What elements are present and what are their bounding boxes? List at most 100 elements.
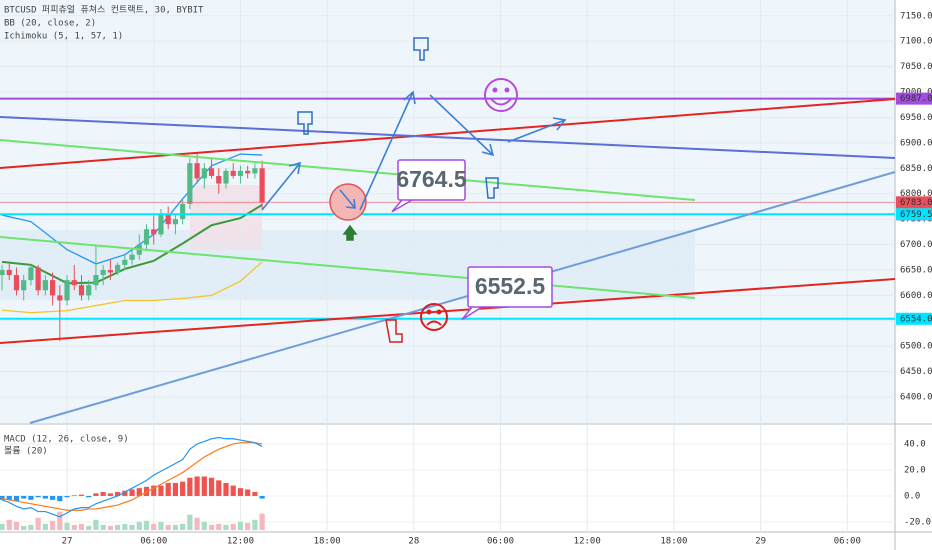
trend-line	[29, 171, 896, 424]
indicator-label: MACD (12, 26, close, 9)	[4, 435, 129, 445]
annotation-box	[397, 159, 466, 201]
histogram-bar	[13, 495, 20, 502]
histogram-bar	[57, 495, 63, 502]
volume-bar	[252, 519, 258, 530]
indicator-label: Ichimoku (5, 1, 57, 1)	[4, 32, 123, 42]
trend-line	[0, 139, 696, 201]
histogram-bar	[107, 493, 113, 496]
candle-body	[151, 229, 157, 235]
annotation-label: 6764.5	[396, 166, 467, 192]
indicator-label: BB (20, close, 2)	[4, 19, 96, 29]
volume-bar	[28, 524, 34, 530]
volume-bar	[143, 520, 150, 530]
candle-body	[35, 267, 41, 291]
candle-body	[158, 214, 164, 235]
volume-bar	[35, 517, 41, 530]
histogram-bar	[129, 489, 135, 496]
volume-bar	[64, 522, 70, 530]
candle-body	[223, 170, 229, 184]
x-tick-label: 18:00	[660, 537, 687, 547]
candle-body	[122, 259, 128, 265]
annotation-pointer	[391, 199, 413, 213]
candle-body	[28, 267, 34, 281]
drawings	[0, 37, 896, 424]
macd-line	[1, 436, 263, 518]
annotation-box	[467, 266, 553, 308]
trend-line	[0, 278, 896, 344]
histogram-bar	[194, 476, 200, 496]
candle-body	[252, 168, 258, 174]
smile-emoji	[484, 78, 518, 112]
candle-body	[129, 254, 135, 260]
chart-title: BTCUSD 퍼피츄얼 퓨쳐스 컨트랙트, 30, BYBIT	[4, 4, 204, 16]
price-label-box	[896, 208, 932, 221]
volume-bar	[165, 524, 171, 530]
macd-line	[1, 442, 263, 511]
histogram-bar	[216, 480, 222, 496]
candle-body	[259, 168, 265, 203]
trend-line	[0, 98, 896, 169]
histogram-bar	[187, 477, 193, 496]
price-label: 6759.5	[900, 210, 932, 220]
y-tick-label: 0.0	[904, 491, 920, 501]
candle-body	[57, 295, 63, 301]
y-tick-label: 6650.0	[900, 265, 932, 275]
price-label: 6783.0	[900, 198, 932, 208]
volume-bar	[93, 519, 99, 530]
y-tick-label: 6400.0	[900, 393, 932, 403]
candle-body	[64, 280, 70, 301]
candle-body	[6, 269, 12, 276]
volume-bar	[57, 511, 63, 530]
x-tick-label: 27	[62, 537, 73, 547]
volume-bar	[86, 525, 92, 530]
price-label: 6554.0	[900, 314, 932, 324]
price-label-box	[896, 92, 932, 105]
histogram-bar	[158, 485, 164, 496]
histogram-bar	[259, 495, 265, 499]
candle-body	[42, 280, 48, 291]
candle-body	[208, 168, 215, 176]
y-tick-label: 6500.0	[900, 342, 932, 352]
candle-body	[194, 163, 200, 179]
y-tick-label: 6700.0	[900, 240, 932, 250]
histogram-bar	[165, 482, 171, 496]
volume-bar	[129, 524, 135, 530]
candle-body	[93, 275, 99, 286]
main-pane	[0, 0, 895, 423]
histogram-bar	[78, 494, 85, 496]
volume-bar	[71, 524, 77, 530]
y-tick-label: 6950.0	[900, 113, 932, 123]
y-tick-label: 7000.0	[900, 88, 932, 98]
candle-body	[237, 170, 244, 176]
histogram-bar	[86, 495, 92, 498]
histogram-bar	[172, 482, 179, 496]
volume-bar	[78, 523, 85, 530]
x-tick-label: 29	[755, 537, 766, 547]
histogram-bar	[122, 490, 128, 496]
volume-bar	[136, 521, 142, 530]
histogram-bar	[64, 495, 70, 498]
hand-icons	[297, 37, 499, 343]
candle-body	[172, 219, 179, 225]
x-tick-label: 12:00	[574, 537, 601, 547]
y-tick-label: 6450.0	[900, 367, 932, 377]
x-tick-label: 06:00	[487, 537, 514, 547]
sad-emoji	[420, 303, 448, 331]
price-label-box	[896, 312, 932, 325]
histogram-bar	[21, 495, 27, 499]
candle-body	[0, 269, 5, 276]
volume-bar	[42, 523, 48, 530]
histogram-bar	[28, 495, 34, 500]
y-tick-label: 7150.0	[900, 11, 932, 21]
x-tick-label: 06:00	[834, 537, 861, 547]
x-tick-label: 28	[408, 537, 419, 547]
histogram-bar	[35, 495, 41, 498]
histogram-bar	[201, 476, 207, 496]
volume-bar	[6, 519, 12, 530]
candle-body	[78, 285, 85, 296]
histogram-bar	[49, 495, 56, 500]
volume-bar	[107, 525, 113, 530]
volume-bar	[49, 520, 56, 530]
histogram-bar	[0, 495, 5, 500]
